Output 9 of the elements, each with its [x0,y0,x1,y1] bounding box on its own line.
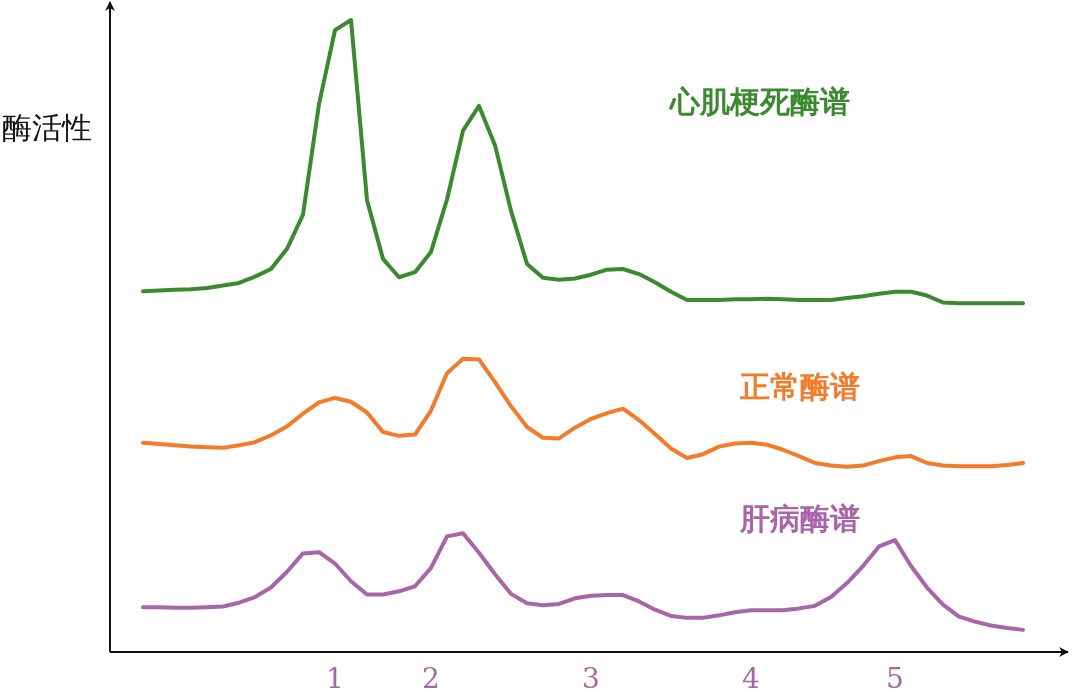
series-label: 正常酶谱 [739,368,860,404]
x-tick-label: 2 [422,662,440,691]
x-tick-label: 1 [326,662,344,691]
x-tick-label: 5 [886,662,904,691]
series-label: 肝病酶谱 [739,501,860,537]
x-tick-label: 4 [742,662,760,691]
x-tick-label: 3 [582,662,600,691]
text: 心肌梗死酶谱 [668,84,850,120]
y-axis-title: 酶活性 [2,110,92,145]
